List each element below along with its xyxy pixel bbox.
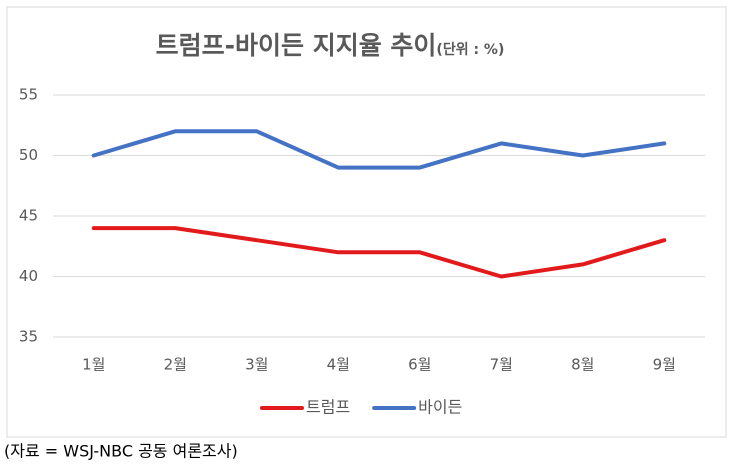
chart-title-group: 트럼프-바이든 지지율 추이(단위 : %)	[156, 31, 505, 60]
y-tick-label: 50	[19, 146, 38, 164]
data-line	[91, 129, 667, 170]
x-tick-label: 6월	[408, 356, 431, 374]
y-tick-label: 55	[19, 86, 38, 104]
y-tick-label: 35	[19, 328, 38, 346]
chart-title: 트럼프-바이든 지지율 추이	[156, 31, 437, 60]
y-tick-label: 40	[19, 267, 38, 285]
x-tick-label: 1월	[82, 356, 105, 374]
y-tick-label: 45	[19, 207, 38, 225]
data-line	[91, 226, 667, 279]
chart-frame	[6, 6, 727, 438]
source-note: (자료 = WSJ-NBC 공동 여론조사)	[4, 442, 238, 461]
chart-subtitle: (단위 : %)	[436, 41, 504, 58]
x-tick-label: 9월	[653, 356, 676, 374]
legend-label: 바이든	[418, 398, 462, 417]
x-tick-label: 7월	[490, 356, 513, 374]
x-tick-label: 3월	[245, 356, 268, 374]
x-tick-label: 8월	[571, 356, 594, 374]
x-tick-label: 2월	[164, 356, 187, 374]
x-tick-label: 4월	[327, 356, 350, 374]
legend-label: 트럼프	[306, 398, 350, 417]
